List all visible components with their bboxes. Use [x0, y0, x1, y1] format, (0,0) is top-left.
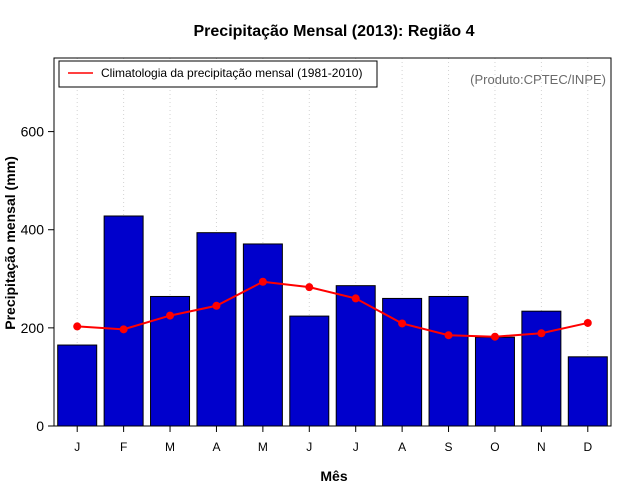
climatology-point-10: [490, 332, 499, 341]
climatology-point-3: [166, 311, 175, 320]
climatology-line-layer: [73, 277, 592, 341]
product-credit: (Produto:CPTEC/INPE): [470, 72, 606, 87]
chart-title: Precipitação Mensal (2013): Região 4: [194, 23, 475, 40]
legend-box: [58, 60, 378, 88]
y-tick-label: 400: [21, 222, 45, 238]
x-tick-label: S: [445, 440, 453, 454]
x-tick-label: N: [537, 440, 546, 454]
climatology-point-12: [583, 318, 592, 327]
climatology-point-1: [73, 322, 82, 331]
bar-2: [103, 215, 144, 427]
bar-11: [521, 310, 562, 427]
x-axis-label: Mês: [320, 468, 347, 484]
x-tick-label: J: [306, 440, 312, 454]
climatology-point-11: [537, 329, 546, 338]
bar-10: [474, 336, 515, 427]
bar-12: [567, 356, 608, 427]
y-axis-label: Precipitação mensal (mm): [2, 156, 18, 330]
bar-9: [428, 295, 469, 427]
climatology-point-9: [444, 331, 453, 340]
x-tick-label: F: [120, 440, 127, 454]
legend-entry-climatology: Climatologia da precipitação mensal (198…: [101, 66, 362, 80]
y-tick-label: 0: [36, 418, 44, 434]
bars-layer: [57, 215, 608, 427]
x-tick-label: M: [258, 440, 268, 454]
bar-8: [382, 297, 423, 427]
axes-layer: 0 200 400 600 J F M A M J J A S O N D: [21, 57, 612, 454]
climatology-point-7: [351, 294, 360, 303]
climatology-point-6: [305, 283, 314, 292]
bar-1: [57, 344, 98, 427]
climatology-line: [77, 280, 589, 338]
climatology-point-8: [398, 319, 407, 328]
climatology-point-5: [258, 277, 267, 286]
x-tick-label: J: [353, 440, 359, 454]
x-tick-label: A: [398, 440, 406, 454]
x-tick-label: M: [165, 440, 175, 454]
bar-4: [196, 232, 237, 427]
x-tick-label: J: [74, 440, 80, 454]
plot-frame: [53, 57, 612, 427]
x-tick-label: A: [212, 440, 220, 454]
y-tick-label: 200: [21, 320, 45, 336]
climatology-point-2: [119, 325, 128, 334]
y-tick-label: 600: [21, 124, 45, 140]
legend: Climatologia da precipitação mensal (198…: [58, 60, 378, 88]
x-tick-label: D: [583, 440, 592, 454]
bar-6: [289, 315, 330, 427]
bar-5: [242, 243, 283, 427]
x-tick-label: O: [490, 440, 499, 454]
climatology-point-4: [212, 301, 221, 310]
